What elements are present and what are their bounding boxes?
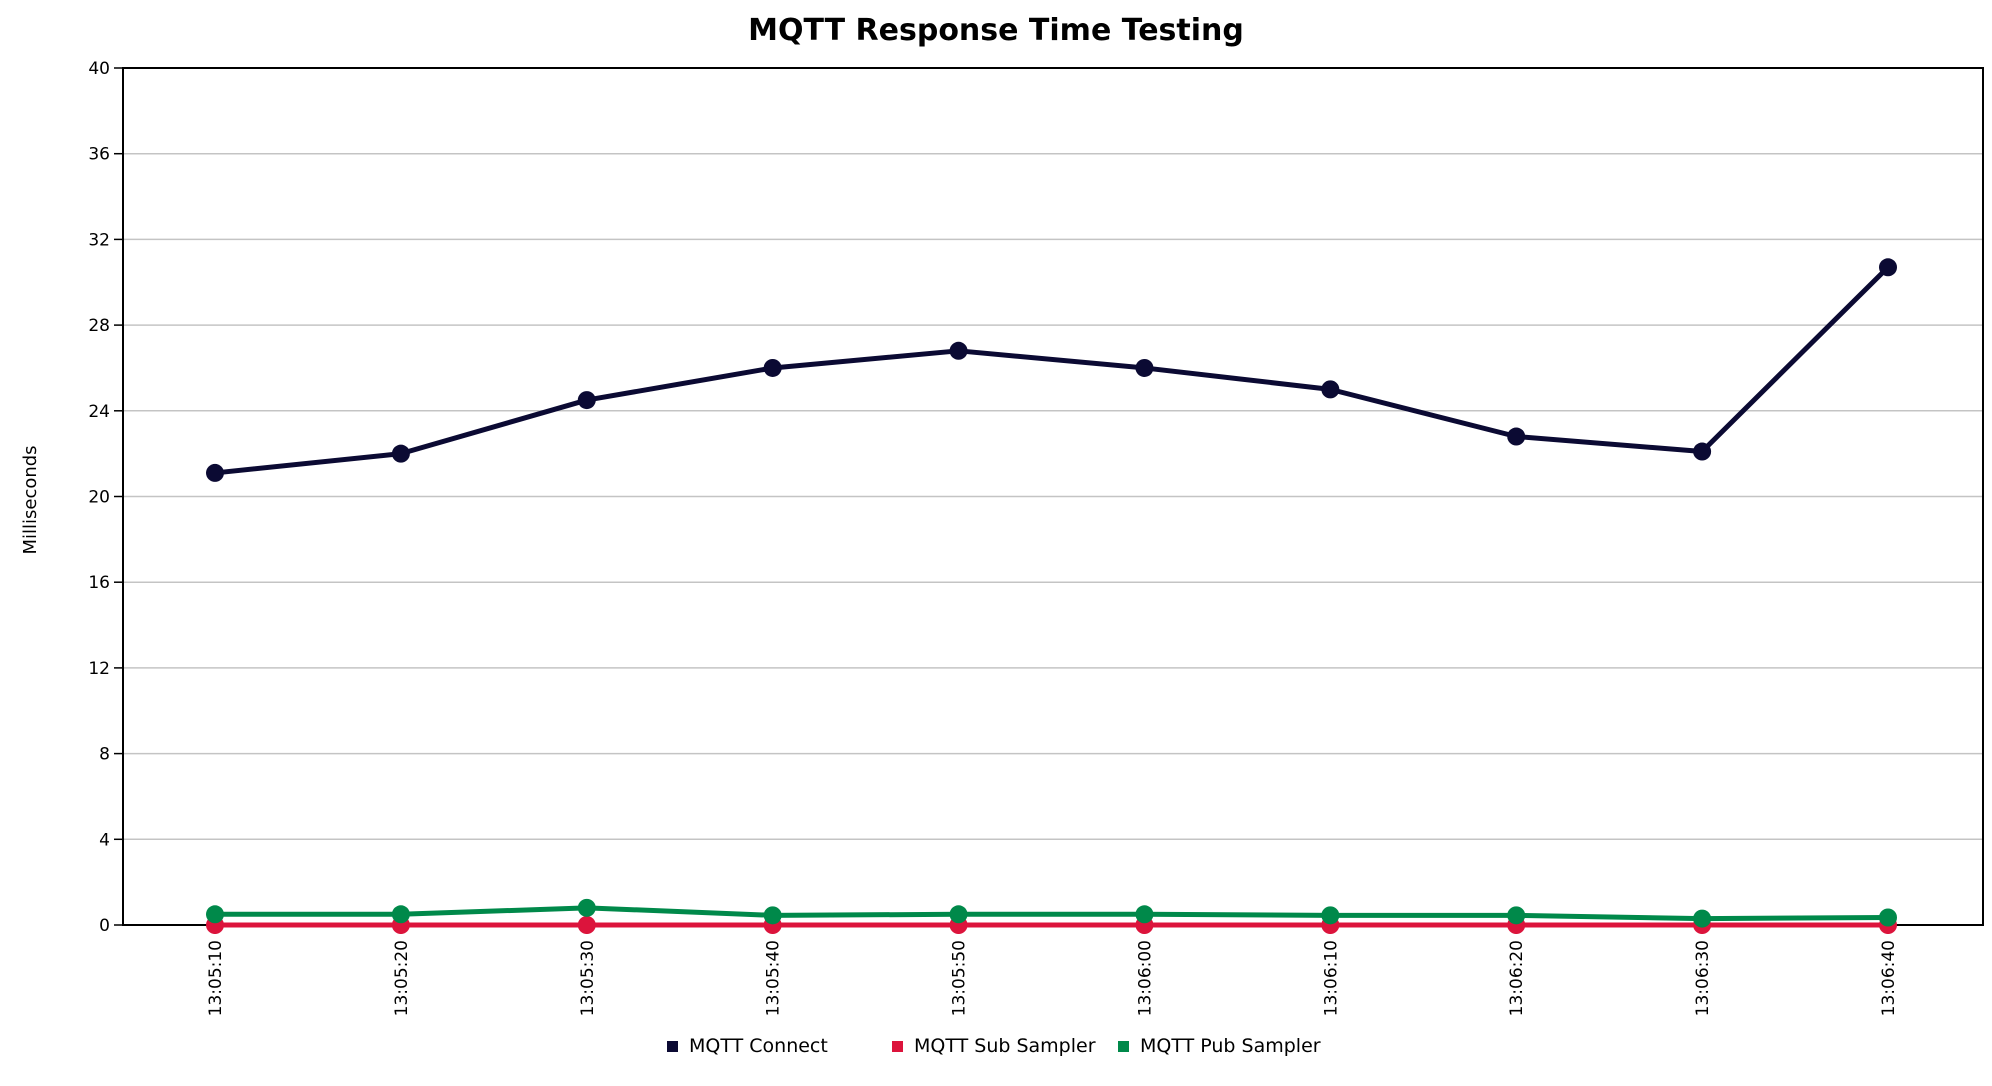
data-point <box>763 358 782 377</box>
series-mqtt-connect <box>206 258 1897 482</box>
x-tick-label: 13:06:40 <box>1879 940 1899 1016</box>
y-tick-label: 16 <box>88 573 110 593</box>
y-tick-label: 24 <box>88 402 110 422</box>
x-tick-label: 13:05:40 <box>764 940 784 1016</box>
data-point <box>1135 358 1154 377</box>
y-tick-label: 32 <box>88 230 110 250</box>
data-point <box>206 463 224 482</box>
y-axis-label: Milliseconds <box>20 445 41 554</box>
data-point <box>1879 258 1897 277</box>
legend-label: MQTT Pub Sampler <box>1140 1035 1321 1057</box>
data-point <box>949 905 968 924</box>
legend-swatch <box>667 1041 678 1052</box>
legend-label: MQTT Sub Sampler <box>914 1035 1096 1057</box>
x-tick-label: 13:05:30 <box>578 940 598 1016</box>
data-point <box>206 905 224 924</box>
legend-swatch <box>892 1041 903 1052</box>
x-tick-label: 13:06:00 <box>1135 940 1155 1016</box>
y-tick-label: 12 <box>88 659 110 679</box>
y-tick-label: 28 <box>88 316 110 336</box>
data-point <box>1321 380 1340 399</box>
x-tick-label: 13:06:30 <box>1693 940 1713 1016</box>
gridlines <box>123 152 1983 841</box>
data-point <box>1693 909 1712 928</box>
data-point <box>577 898 596 917</box>
data-point <box>949 341 968 360</box>
series-line <box>212 905 1891 922</box>
x-tick-label: 13:05:20 <box>392 940 412 1016</box>
y-tick-label: 20 <box>88 488 110 508</box>
data-point <box>391 444 410 463</box>
y-tick-label: 4 <box>99 830 110 850</box>
y-tick-label: 0 <box>99 916 110 936</box>
data-point <box>577 916 596 934</box>
data-point <box>577 391 596 410</box>
data-point <box>1507 906 1526 925</box>
legend-label: MQTT Connect <box>689 1035 828 1057</box>
y-tick-label: 8 <box>99 745 110 765</box>
axes: 0 4 8 12 16 20 24 28 32 36 40 13:05:10 13:05:20 13:05… <box>88 59 1984 1016</box>
legend-swatch <box>1118 1041 1129 1052</box>
chart-title: MQTT Response Time Testing <box>748 13 1244 48</box>
x-tick-label: 13:06:20 <box>1507 940 1527 1016</box>
data-point <box>1879 908 1897 927</box>
data-point <box>391 905 410 924</box>
data-point <box>1693 442 1712 461</box>
x-tick-label: 13:05:50 <box>950 940 970 1016</box>
legend: MQTT Connect MQTT Sub Sampler MQTT Pub Sam… <box>667 1035 1321 1057</box>
data-point <box>1135 905 1154 924</box>
series-lines <box>206 258 1897 934</box>
y-tick-label: 40 <box>88 59 110 79</box>
data-point <box>1321 906 1340 925</box>
x-tick-label: 13:05:10 <box>206 940 226 1016</box>
series-line <box>212 264 1891 476</box>
x-tick-label: 13:06:10 <box>1321 940 1341 1016</box>
y-tick-label: 36 <box>88 145 110 165</box>
data-point <box>1507 427 1526 446</box>
data-point <box>763 906 782 925</box>
series-mqtt-pub-sampler <box>206 898 1897 928</box>
